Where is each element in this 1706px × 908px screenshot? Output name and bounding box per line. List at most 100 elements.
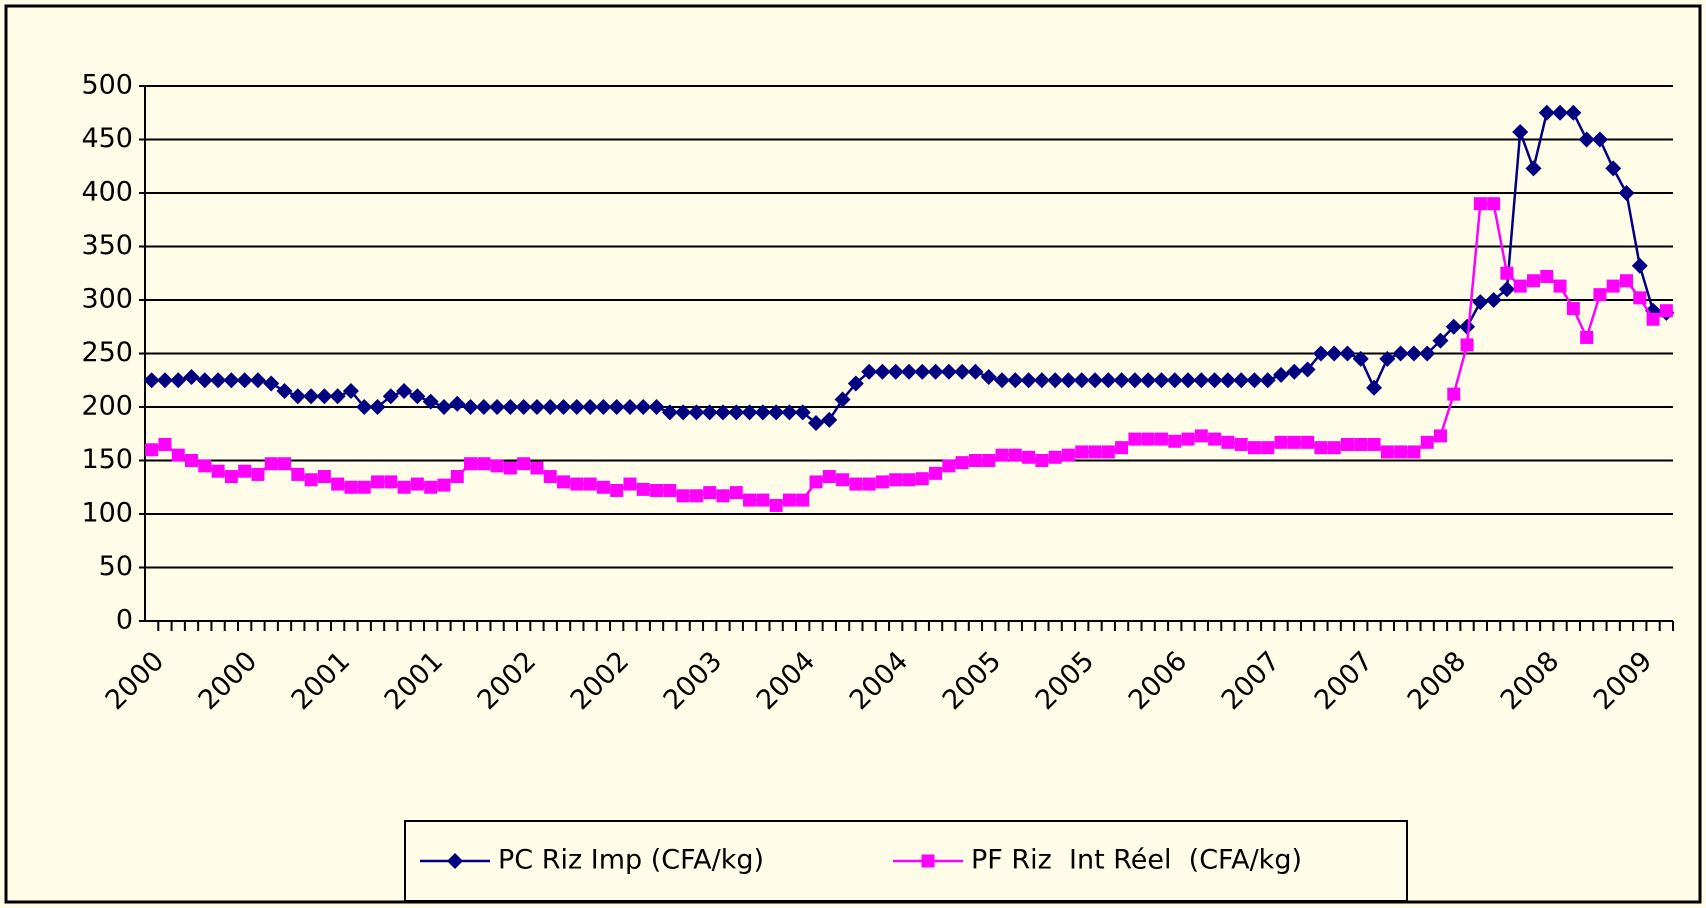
point [1380, 445, 1394, 459]
point [621, 399, 638, 415]
y-tick-label: 300 [81, 284, 133, 315]
point [1140, 372, 1157, 389]
point [1352, 350, 1369, 367]
point [557, 475, 571, 489]
point [714, 404, 731, 421]
point [822, 470, 836, 484]
point [994, 372, 1011, 389]
point [1221, 435, 1235, 449]
y-tick-label: 0 [116, 605, 133, 636]
point [1473, 197, 1487, 211]
point [1566, 302, 1580, 316]
point [158, 437, 172, 451]
point [435, 399, 452, 415]
point [1354, 437, 1368, 451]
point [1340, 437, 1354, 451]
point [610, 483, 624, 497]
point [1459, 318, 1476, 335]
point [342, 382, 359, 399]
point [477, 457, 491, 471]
point [1498, 281, 1515, 298]
y-tick-label: 50 [99, 551, 133, 582]
point [397, 480, 411, 494]
point [357, 480, 371, 494]
point [915, 472, 929, 486]
point [1659, 304, 1673, 318]
legend-marker [447, 853, 463, 869]
point [264, 457, 278, 471]
point [1060, 372, 1077, 389]
point [1061, 448, 1075, 462]
point [809, 475, 823, 489]
point [223, 372, 240, 389]
point [570, 477, 584, 491]
point [583, 477, 597, 491]
point [901, 363, 917, 380]
point [409, 388, 426, 405]
point [238, 464, 252, 478]
point [1208, 432, 1222, 446]
legend-marker [921, 854, 935, 868]
y-tick-label: 150 [81, 444, 133, 475]
point [1233, 372, 1250, 389]
point [276, 382, 293, 399]
point [396, 382, 413, 399]
point [156, 372, 173, 389]
point [210, 372, 227, 389]
point [688, 404, 705, 421]
point [1513, 279, 1527, 293]
point [489, 399, 506, 415]
point [875, 475, 889, 489]
point [1194, 429, 1208, 443]
point [1591, 131, 1608, 148]
point [741, 404, 758, 421]
point [1485, 292, 1502, 308]
point [1487, 197, 1501, 211]
point [1101, 445, 1115, 459]
point [568, 399, 585, 415]
point [980, 369, 997, 386]
point [1115, 441, 1129, 455]
point [834, 391, 851, 408]
point [955, 456, 969, 470]
point [1460, 338, 1474, 352]
point [1419, 345, 1436, 362]
point [1540, 269, 1554, 283]
point [450, 470, 464, 484]
point [1565, 104, 1582, 121]
point [1366, 379, 1383, 396]
point [1394, 445, 1408, 459]
point [490, 459, 504, 473]
point [1008, 448, 1022, 462]
point [356, 399, 373, 415]
point [756, 493, 770, 507]
point [422, 393, 439, 410]
point [449, 395, 466, 412]
point [1261, 441, 1275, 455]
point [929, 466, 943, 480]
point [1154, 432, 1168, 446]
point [849, 477, 863, 491]
point [291, 467, 305, 481]
point [331, 477, 345, 491]
point [954, 363, 971, 380]
point [967, 363, 984, 380]
point [861, 363, 878, 380]
point [1022, 450, 1036, 464]
point [1619, 274, 1633, 288]
point [1153, 372, 1170, 389]
y-tick-label: 350 [81, 230, 133, 261]
point [1259, 372, 1276, 389]
point [1035, 454, 1049, 467]
point [887, 363, 904, 380]
point [1314, 441, 1328, 455]
point [636, 482, 650, 496]
point [555, 399, 572, 415]
point [1073, 372, 1090, 389]
point [940, 363, 957, 380]
point [1367, 437, 1381, 451]
point [1247, 441, 1261, 455]
point [251, 467, 265, 481]
point [1420, 435, 1434, 449]
point [768, 404, 785, 421]
